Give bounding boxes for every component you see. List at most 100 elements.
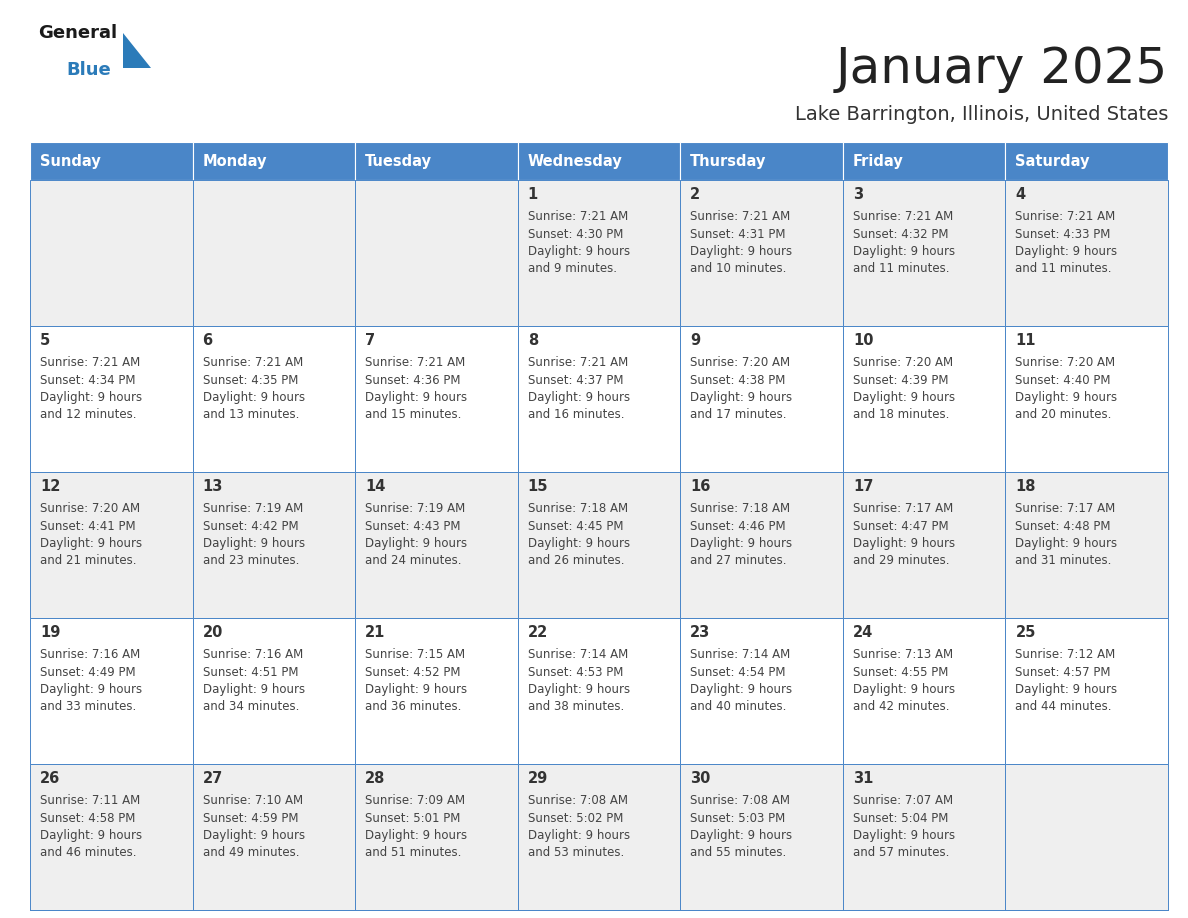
Text: Sunset: 5:04 PM: Sunset: 5:04 PM xyxy=(853,812,948,824)
Text: 13: 13 xyxy=(203,479,223,494)
Text: Sunrise: 7:20 AM: Sunrise: 7:20 AM xyxy=(1016,356,1116,369)
Text: 14: 14 xyxy=(365,479,386,494)
Text: 23: 23 xyxy=(690,625,710,640)
Text: Sunrise: 7:14 AM: Sunrise: 7:14 AM xyxy=(690,648,790,661)
Text: Tuesday: Tuesday xyxy=(365,153,432,169)
Text: and 20 minutes.: and 20 minutes. xyxy=(1016,409,1112,421)
Text: Sunset: 4:31 PM: Sunset: 4:31 PM xyxy=(690,228,785,241)
Text: Daylight: 9 hours: Daylight: 9 hours xyxy=(690,245,792,258)
Bar xyxy=(192,764,355,910)
Text: Sunrise: 7:18 AM: Sunrise: 7:18 AM xyxy=(527,502,627,515)
Text: Monday: Monday xyxy=(203,153,267,169)
Text: Sunrise: 7:20 AM: Sunrise: 7:20 AM xyxy=(690,356,790,369)
Text: Daylight: 9 hours: Daylight: 9 hours xyxy=(365,829,467,842)
Text: Daylight: 9 hours: Daylight: 9 hours xyxy=(853,245,955,258)
Text: 1: 1 xyxy=(527,187,538,202)
Text: and 42 minutes.: and 42 minutes. xyxy=(853,700,949,713)
Bar xyxy=(681,618,842,764)
Text: Sunrise: 7:16 AM: Sunrise: 7:16 AM xyxy=(40,648,140,661)
Text: Sunset: 4:40 PM: Sunset: 4:40 PM xyxy=(1016,374,1111,386)
Text: Sunrise: 7:21 AM: Sunrise: 7:21 AM xyxy=(40,356,140,369)
Text: Daylight: 9 hours: Daylight: 9 hours xyxy=(40,683,143,696)
Text: Sunset: 4:52 PM: Sunset: 4:52 PM xyxy=(365,666,461,678)
Text: 15: 15 xyxy=(527,479,548,494)
Text: 25: 25 xyxy=(1016,625,1036,640)
Text: Sunrise: 7:10 AM: Sunrise: 7:10 AM xyxy=(203,794,303,807)
Text: and 12 minutes.: and 12 minutes. xyxy=(40,409,137,421)
Text: and 40 minutes.: and 40 minutes. xyxy=(690,700,786,713)
Text: Sunday: Sunday xyxy=(40,153,101,169)
Text: Daylight: 9 hours: Daylight: 9 hours xyxy=(690,537,792,550)
Bar xyxy=(355,326,518,472)
Text: 27: 27 xyxy=(203,771,223,786)
Text: and 26 minutes.: and 26 minutes. xyxy=(527,554,624,567)
Text: 5: 5 xyxy=(40,333,50,348)
Text: Daylight: 9 hours: Daylight: 9 hours xyxy=(853,683,955,696)
Text: and 46 minutes.: and 46 minutes. xyxy=(40,846,137,859)
Text: Daylight: 9 hours: Daylight: 9 hours xyxy=(203,829,304,842)
Text: Sunset: 4:58 PM: Sunset: 4:58 PM xyxy=(40,812,135,824)
Text: and 57 minutes.: and 57 minutes. xyxy=(853,846,949,859)
Text: and 51 minutes.: and 51 minutes. xyxy=(365,846,461,859)
Text: Daylight: 9 hours: Daylight: 9 hours xyxy=(40,537,143,550)
Text: Sunset: 4:35 PM: Sunset: 4:35 PM xyxy=(203,374,298,386)
Text: Blue: Blue xyxy=(67,61,110,79)
Bar xyxy=(842,472,1005,618)
Text: and 15 minutes.: and 15 minutes. xyxy=(365,409,461,421)
Text: 17: 17 xyxy=(853,479,873,494)
Bar xyxy=(192,326,355,472)
Bar xyxy=(518,142,681,180)
Bar xyxy=(842,764,1005,910)
Text: 29: 29 xyxy=(527,771,548,786)
Text: Sunset: 4:39 PM: Sunset: 4:39 PM xyxy=(853,374,948,386)
Bar xyxy=(518,472,681,618)
Text: Daylight: 9 hours: Daylight: 9 hours xyxy=(527,537,630,550)
Text: Sunrise: 7:12 AM: Sunrise: 7:12 AM xyxy=(1016,648,1116,661)
Bar xyxy=(1005,618,1168,764)
Text: and 18 minutes.: and 18 minutes. xyxy=(853,409,949,421)
Text: Sunset: 4:37 PM: Sunset: 4:37 PM xyxy=(527,374,624,386)
Text: Daylight: 9 hours: Daylight: 9 hours xyxy=(1016,537,1118,550)
Bar xyxy=(355,142,518,180)
Text: and 27 minutes.: and 27 minutes. xyxy=(690,554,786,567)
Text: and 49 minutes.: and 49 minutes. xyxy=(203,846,299,859)
Text: and 36 minutes.: and 36 minutes. xyxy=(365,700,461,713)
Text: Saturday: Saturday xyxy=(1016,153,1089,169)
Text: Daylight: 9 hours: Daylight: 9 hours xyxy=(527,683,630,696)
Bar xyxy=(842,142,1005,180)
Text: Sunset: 4:54 PM: Sunset: 4:54 PM xyxy=(690,666,785,678)
Text: 19: 19 xyxy=(40,625,61,640)
Text: Sunset: 4:38 PM: Sunset: 4:38 PM xyxy=(690,374,785,386)
Text: 11: 11 xyxy=(1016,333,1036,348)
Text: and 11 minutes.: and 11 minutes. xyxy=(1016,263,1112,275)
Bar xyxy=(681,142,842,180)
Text: Sunset: 4:33 PM: Sunset: 4:33 PM xyxy=(1016,228,1111,241)
Text: Sunrise: 7:17 AM: Sunrise: 7:17 AM xyxy=(853,502,953,515)
Text: Daylight: 9 hours: Daylight: 9 hours xyxy=(365,391,467,404)
Text: Sunrise: 7:08 AM: Sunrise: 7:08 AM xyxy=(527,794,627,807)
Text: Sunrise: 7:16 AM: Sunrise: 7:16 AM xyxy=(203,648,303,661)
Text: 10: 10 xyxy=(853,333,873,348)
Text: Daylight: 9 hours: Daylight: 9 hours xyxy=(40,391,143,404)
Bar xyxy=(192,142,355,180)
Text: 16: 16 xyxy=(690,479,710,494)
Text: Daylight: 9 hours: Daylight: 9 hours xyxy=(1016,245,1118,258)
Text: 6: 6 xyxy=(203,333,213,348)
Bar xyxy=(30,764,192,910)
Text: Sunset: 4:42 PM: Sunset: 4:42 PM xyxy=(203,520,298,532)
Text: and 21 minutes.: and 21 minutes. xyxy=(40,554,137,567)
Bar xyxy=(842,618,1005,764)
Text: and 11 minutes.: and 11 minutes. xyxy=(853,263,949,275)
Text: Daylight: 9 hours: Daylight: 9 hours xyxy=(690,683,792,696)
Bar xyxy=(518,618,681,764)
Text: 28: 28 xyxy=(365,771,386,786)
Bar xyxy=(192,180,355,326)
Text: 18: 18 xyxy=(1016,479,1036,494)
Text: Sunset: 4:30 PM: Sunset: 4:30 PM xyxy=(527,228,623,241)
Text: Sunset: 4:45 PM: Sunset: 4:45 PM xyxy=(527,520,624,532)
Text: Sunrise: 7:21 AM: Sunrise: 7:21 AM xyxy=(690,210,790,223)
Text: and 9 minutes.: and 9 minutes. xyxy=(527,263,617,275)
Text: Daylight: 9 hours: Daylight: 9 hours xyxy=(690,391,792,404)
Text: January 2025: January 2025 xyxy=(835,45,1168,93)
Text: 12: 12 xyxy=(40,479,61,494)
